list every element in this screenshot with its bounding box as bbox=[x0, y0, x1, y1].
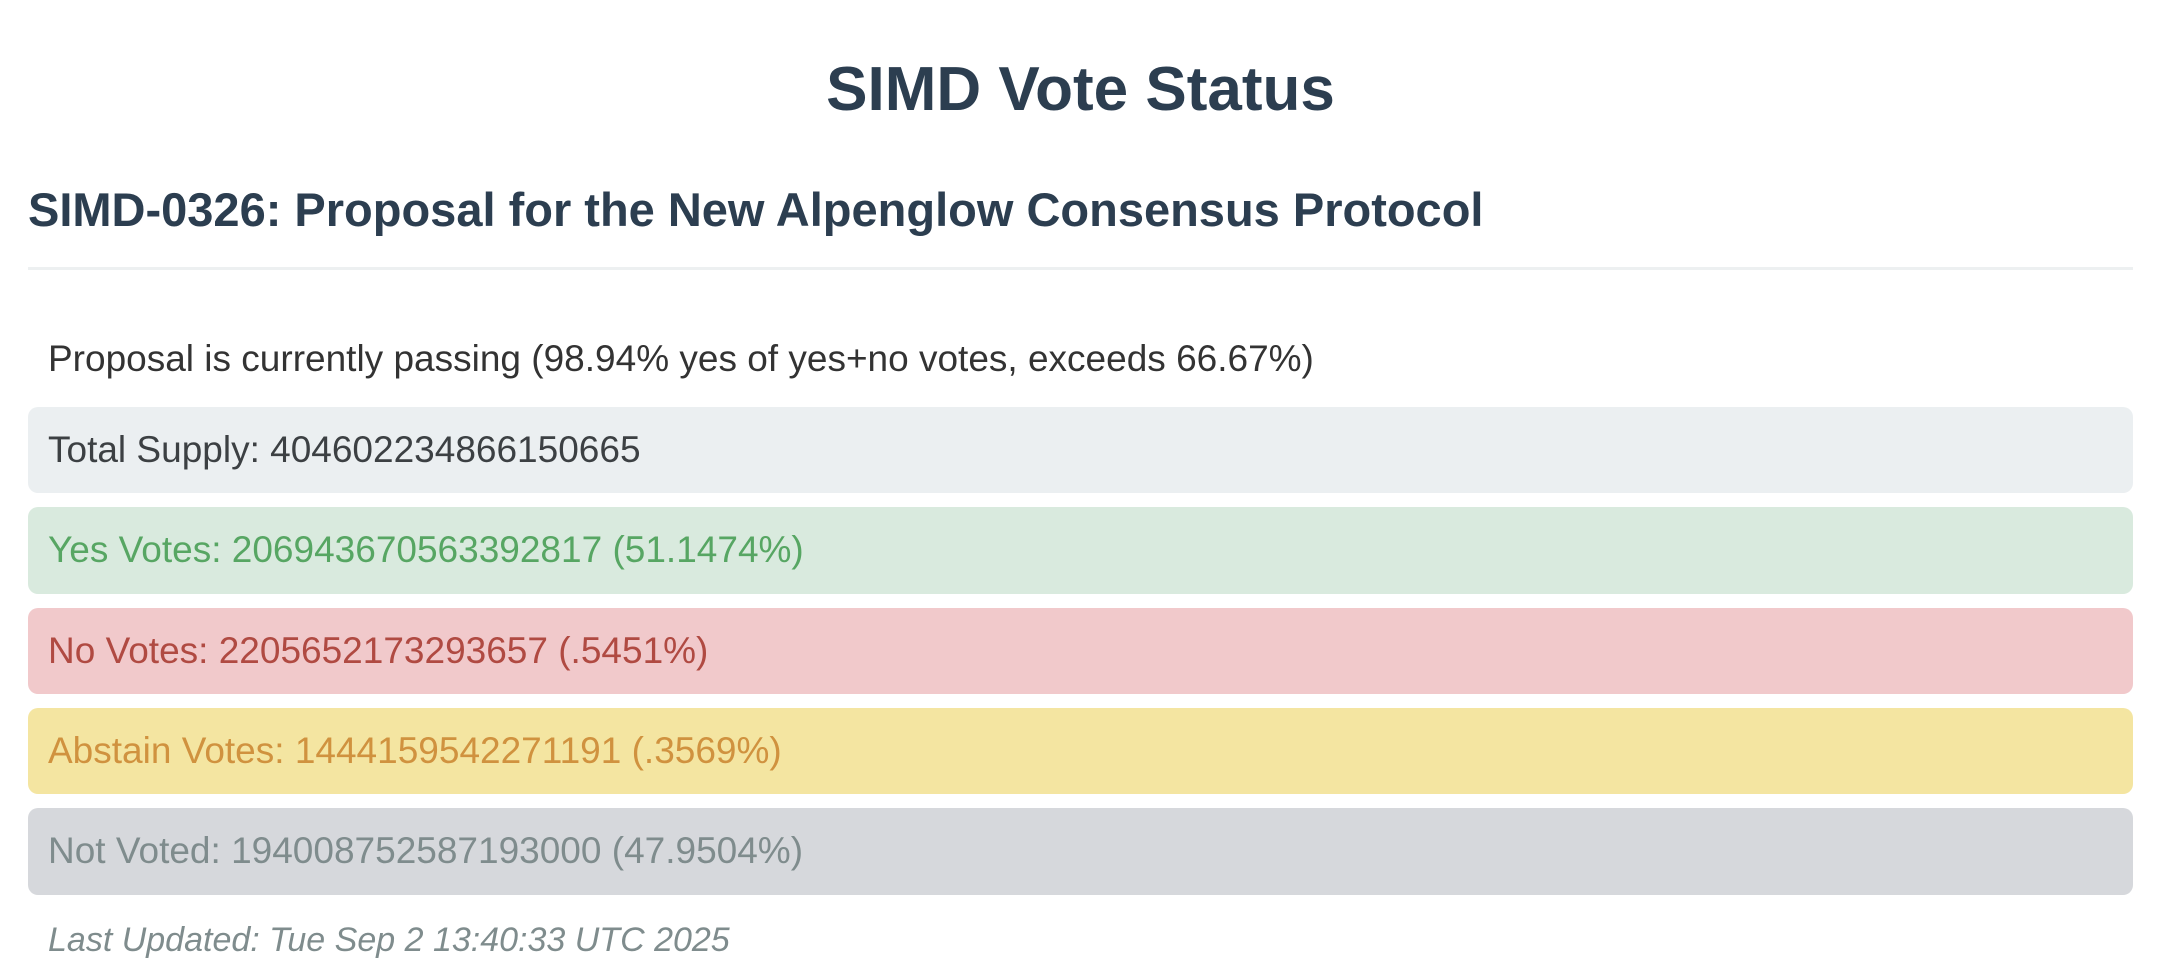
vote-summary-panel: Total Supply: 404602234866150665 Yes Vot… bbox=[28, 406, 2133, 895]
yes-votes-text: Yes Votes: 206943670563392817 (51.1474%) bbox=[48, 529, 804, 571]
not-voted-text: Not Voted: 194008752587193000 (47.9504%) bbox=[48, 830, 804, 872]
abstain-votes-text: Abstain Votes: 1444159542271191 (.3569%) bbox=[48, 730, 782, 772]
total-supply-text: Total Supply: 404602234866150665 bbox=[48, 428, 641, 470]
yes-votes-row: Yes Votes: 206943670563392817 (51.1474%) bbox=[28, 507, 2133, 594]
not-voted-row: Not Voted: 194008752587193000 (47.9504%) bbox=[28, 808, 2133, 895]
no-votes-text: No Votes: 2205652173293657 (.5451%) bbox=[48, 629, 709, 671]
last-updated-text: Last Updated: Tue Sep 2 13:40:33 UTC 202… bbox=[48, 920, 730, 959]
proposal-status-text: Proposal is currently passing (98.94% ye… bbox=[48, 338, 1314, 380]
total-supply-row: Total Supply: 404602234866150665 bbox=[28, 406, 2133, 494]
no-votes-row: No Votes: 2205652173293657 (.5451%) bbox=[28, 607, 2133, 695]
proposal-heading: SIMD-0326: Proposal for the New Alpenglo… bbox=[28, 183, 2133, 271]
page-title: SIMD Vote Status bbox=[826, 55, 1335, 124]
abstain-votes-row: Abstain Votes: 1444159542271191 (.3569%) bbox=[28, 708, 2133, 795]
